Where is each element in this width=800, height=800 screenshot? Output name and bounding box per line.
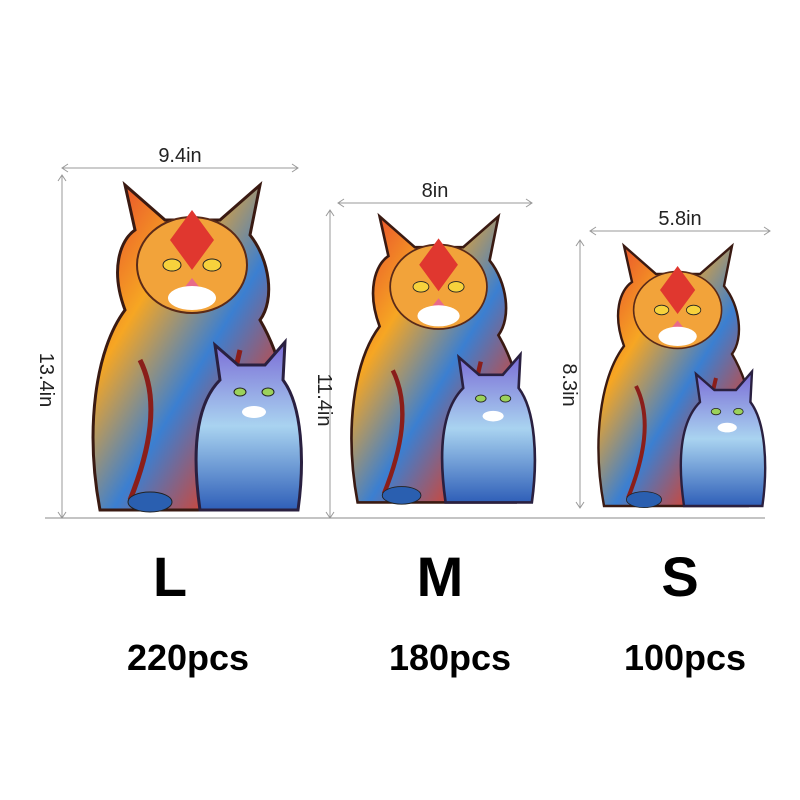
- arrow-head: [525, 198, 533, 208]
- height-label: 8.3in: [558, 363, 580, 406]
- cat-puzzle-illustration: [598, 246, 765, 508]
- size-options: 9.4in 13.4in L 220pcs 8in 11.4in M 180pcs 5.8in 8…: [35, 145, 771, 678]
- size-option: 5.8in 8.3in S 100pcs: [558, 208, 771, 678]
- size-option: 9.4in 13.4in L 220pcs: [35, 145, 301, 678]
- size-letter: L: [153, 545, 187, 608]
- arrow-head: [325, 209, 335, 217]
- width-label: 5.8in: [658, 208, 701, 230]
- arrow-head: [291, 163, 299, 173]
- arrow-head: [763, 226, 771, 236]
- width-label: 8in: [422, 180, 449, 202]
- arrow-head: [57, 174, 67, 182]
- height-label: 11.4in: [313, 373, 335, 426]
- arrow-head: [61, 163, 69, 173]
- arrow-head: [589, 226, 597, 236]
- size-letter: M: [417, 545, 464, 608]
- piece-count: 180pcs: [389, 637, 511, 678]
- arrow-head: [325, 511, 335, 519]
- size-letter: S: [661, 545, 698, 608]
- arrow-head: [575, 501, 585, 509]
- piece-count: 220pcs: [127, 637, 249, 678]
- arrow-head: [57, 511, 67, 519]
- size-option: 8in 11.4in M 180pcs: [313, 180, 535, 678]
- cat-puzzle-illustration: [93, 185, 301, 512]
- arrow-head: [575, 239, 585, 247]
- cat-puzzle-illustration: [352, 216, 535, 504]
- width-label: 9.4in: [158, 145, 201, 167]
- height-label: 13.4in: [35, 353, 57, 408]
- piece-count: 100pcs: [624, 637, 746, 678]
- arrow-head: [337, 198, 345, 208]
